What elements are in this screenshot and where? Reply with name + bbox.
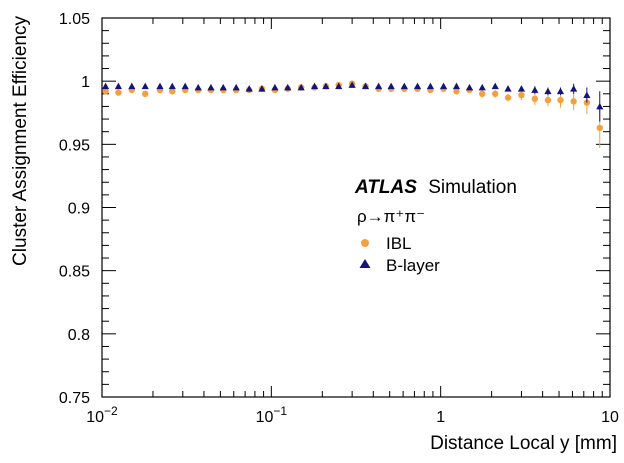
atlas-annotation: ATLAS Simulation ρ→π⁺π⁻ — [354, 177, 517, 226]
x-tick-base: 1 — [436, 409, 445, 426]
data-point — [142, 90, 149, 98]
data-point — [426, 82, 435, 90]
data-point — [361, 82, 370, 90]
data-point — [479, 90, 486, 98]
data-point — [207, 83, 215, 91]
data-point — [387, 82, 395, 90]
data-point — [518, 91, 525, 99]
data-point — [322, 82, 330, 90]
x-tick-base: 10 — [256, 409, 274, 426]
data-point — [400, 82, 408, 90]
legend-marker-ibl — [361, 239, 369, 247]
y-axis-label: Cluster Assignment Efficiency — [10, 16, 31, 266]
data-point — [271, 83, 279, 91]
data-point — [219, 83, 227, 91]
data-point — [181, 82, 189, 90]
data-point — [156, 82, 164, 90]
data-point — [492, 90, 499, 98]
data-point — [413, 82, 422, 90]
svg-text:ATLAS Simulation: ATLAS Simulation — [354, 177, 517, 198]
y-tick-label: 0.9 — [68, 201, 90, 218]
data-point — [504, 94, 512, 101]
series-ibl — [102, 80, 603, 149]
data-point — [114, 82, 123, 90]
x-tick-label: 10−2 — [86, 404, 118, 426]
data-point — [348, 81, 356, 88]
data-point — [557, 96, 564, 104]
legend-marker-blayer — [359, 259, 371, 268]
y-tick-label: 1 — [81, 74, 90, 91]
data-point — [491, 82, 499, 90]
data-point — [375, 82, 383, 90]
data-point — [453, 88, 460, 95]
x-tick-base: 10 — [601, 409, 619, 426]
data-point — [168, 82, 176, 90]
data-point — [141, 82, 149, 90]
data-point — [439, 82, 448, 90]
y-tick-label: 0.95 — [59, 137, 90, 154]
data-point — [504, 85, 512, 92]
legend-label-ibl: IBL — [386, 234, 412, 253]
data-point — [128, 82, 136, 90]
data-point — [258, 85, 266, 92]
data-point — [596, 102, 604, 110]
data-point — [570, 98, 577, 105]
legend-label-blayer: B-layer — [386, 256, 440, 275]
x-tick-label: 10 — [601, 409, 619, 426]
data-point — [544, 87, 552, 95]
plot-frame — [101, 17, 611, 398]
x-tick-base: 10 — [86, 409, 104, 426]
data-point — [101, 82, 110, 90]
x-axis-label: Distance Local y [mm] — [430, 433, 617, 454]
x-tick-label: 1 — [436, 409, 445, 426]
data-points — [101, 80, 604, 149]
x-tick-exponent: −2 — [104, 404, 118, 418]
data-point — [596, 124, 603, 132]
data-point — [115, 89, 122, 96]
data-point — [452, 82, 461, 90]
data-point — [194, 83, 202, 91]
data-point — [297, 83, 305, 91]
atlas-label: ATLAS — [354, 177, 417, 198]
data-point — [570, 85, 578, 92]
y-tick-label: 0.8 — [68, 327, 90, 344]
process-label: ρ→π⁺π⁻ — [357, 207, 425, 226]
simulation-label: Simulation — [428, 177, 517, 198]
data-point — [556, 87, 565, 95]
data-point — [583, 99, 591, 106]
data-point — [232, 83, 240, 91]
data-point — [478, 83, 486, 91]
data-point — [465, 83, 474, 91]
axis-ticks — [101, 17, 611, 398]
y-tick-label: 1.05 — [59, 11, 90, 28]
data-point — [245, 85, 253, 92]
data-point — [335, 82, 343, 90]
data-point — [517, 85, 526, 92]
data-point — [531, 86, 539, 93]
data-point — [544, 96, 552, 104]
data-point — [310, 82, 319, 90]
data-point — [531, 95, 539, 103]
series-b-layer — [101, 81, 604, 122]
x-tick-exponent: −1 — [273, 404, 287, 418]
data-point — [169, 88, 176, 95]
data-point — [583, 91, 591, 98]
y-tick-label: 0.75 — [59, 390, 90, 407]
x-tick-label: 10−1 — [256, 404, 288, 426]
legend: IBL B-layer — [359, 234, 440, 275]
y-tick-label: 0.85 — [59, 264, 90, 281]
data-point — [284, 83, 292, 91]
data-point — [102, 88, 109, 95]
